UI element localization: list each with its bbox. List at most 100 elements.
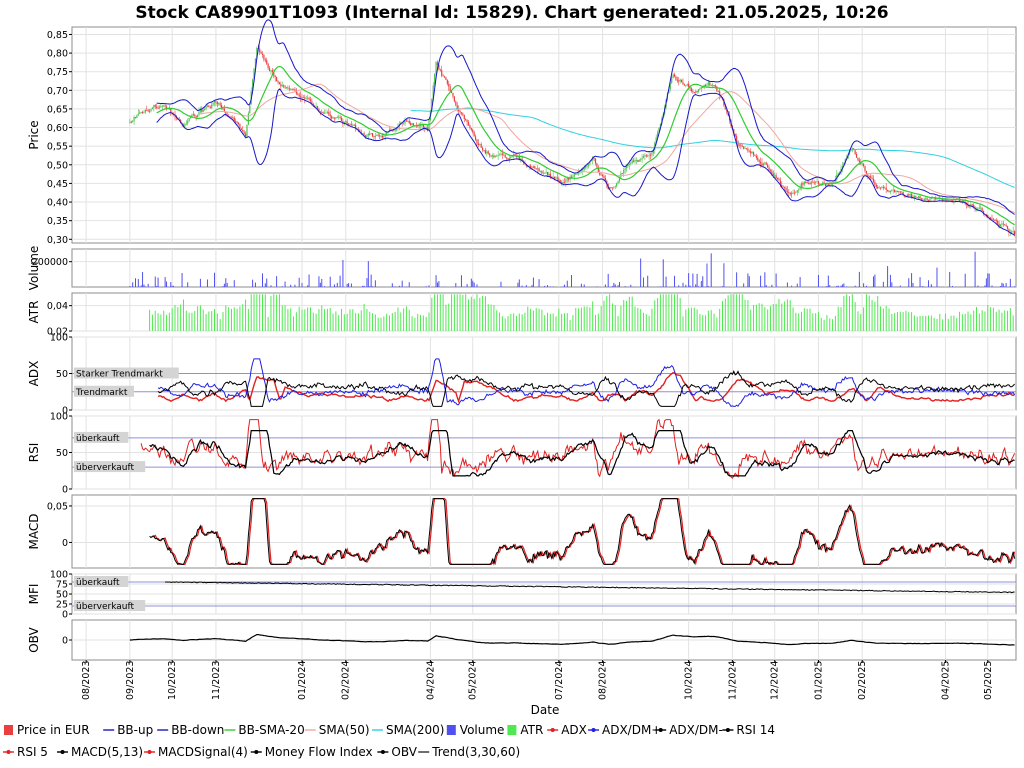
price-candle: [252, 79, 254, 92]
price-candle: [532, 166, 535, 169]
price-candle: [283, 85, 285, 87]
price-candle: [326, 111, 329, 113]
price-candle: [490, 155, 492, 157]
price-candle: [913, 196, 916, 198]
price-candle: [676, 79, 678, 81]
price-candle: [936, 198, 938, 200]
price-candle: [542, 172, 544, 174]
price-candle: [590, 160, 592, 162]
price-candle: [205, 106, 207, 109]
legend-label: ATR: [520, 723, 543, 737]
price-candle: [534, 166, 536, 169]
price-candle: [376, 134, 378, 136]
price-candle: [448, 83, 450, 87]
bb-down-line: [156, 88, 1015, 236]
price-candle: [535, 168, 537, 170]
price-candle: [716, 86, 718, 92]
price-candle: [920, 198, 923, 201]
price-candle: [799, 186, 801, 190]
price-candle: [816, 181, 818, 183]
price-candle: [235, 120, 237, 122]
price-candle: [394, 130, 396, 131]
price-candle: [435, 62, 437, 75]
x-tick-label: 01/2025: [813, 661, 824, 700]
price-candle: [154, 105, 156, 107]
legend-label: ADX: [561, 723, 587, 737]
price-candle: [764, 162, 766, 164]
price-candle: [599, 172, 601, 175]
price-candle: [740, 144, 742, 146]
price-candle: [137, 113, 139, 116]
price-candle: [586, 166, 588, 168]
price-candle: [606, 180, 608, 185]
price-candle: [768, 167, 770, 171]
price-candle: [277, 80, 279, 83]
price-candle: [192, 114, 194, 116]
price-candle: [380, 135, 382, 137]
price-candle: [829, 184, 831, 186]
price-candle: [963, 200, 965, 203]
price-candle: [823, 182, 825, 184]
volume-plot-area: [71, 248, 1017, 288]
price-candle: [594, 158, 597, 164]
price-candle: [778, 178, 780, 181]
price-candle: [998, 223, 1000, 227]
price-candle: [990, 217, 992, 219]
price-tick-label: 0,40: [47, 198, 68, 209]
x-tick-label: 10/2024: [684, 661, 695, 700]
price-candle: [946, 199, 948, 201]
price-candle: [466, 119, 468, 123]
price-candle: [992, 218, 995, 220]
price-candle: [373, 136, 375, 138]
price-candle: [449, 86, 451, 92]
price-candle: [271, 70, 273, 73]
price-tick-label: 0,60: [47, 123, 68, 134]
price-candle: [506, 157, 508, 159]
price-candle: [133, 117, 135, 121]
price-candle: [868, 176, 870, 178]
price-candle: [291, 89, 293, 91]
price-candle: [697, 89, 700, 92]
price-candle: [436, 62, 439, 66]
price-candle: [906, 194, 908, 197]
price-candle: [316, 106, 319, 110]
price-candle: [343, 122, 345, 124]
price-candle: [369, 133, 371, 135]
price-candle: [630, 163, 632, 165]
price-candle: [641, 157, 643, 160]
price-candle: [624, 168, 626, 170]
price-candle: [295, 90, 297, 94]
price-candle: [529, 165, 532, 168]
price-candle: [332, 117, 334, 119]
mfi-level-badge: [74, 600, 146, 611]
price-candle: [597, 167, 599, 173]
rsi-level-label: überkauft: [76, 434, 120, 444]
price-candle: [582, 169, 584, 171]
price-candle: [244, 133, 247, 137]
price-candle: [981, 207, 983, 212]
price-candle: [656, 132, 659, 138]
price-candle: [683, 84, 686, 86]
price-candle: [274, 75, 276, 78]
price-candle: [634, 160, 636, 162]
price-candle: [187, 121, 189, 124]
price-candle: [494, 155, 496, 158]
price-candle: [288, 88, 290, 90]
price-candle: [822, 182, 824, 184]
price-candle: [412, 123, 415, 126]
price-candle: [408, 120, 410, 124]
price-candle: [212, 102, 214, 105]
price-tick-label: 0,50: [47, 160, 68, 171]
x-tick-label: 08/2024: [598, 661, 609, 700]
price-candle: [268, 68, 271, 71]
price-candle: [625, 166, 628, 169]
price-candle: [312, 103, 314, 106]
price-candle: [161, 105, 163, 107]
price-candle: [359, 130, 361, 133]
price-candle: [263, 54, 265, 60]
rsi-y-label: RSI: [27, 443, 41, 463]
price-candle: [645, 155, 647, 157]
price-candle: [496, 155, 498, 157]
price-candle: [908, 194, 910, 196]
price-candle: [507, 158, 509, 160]
